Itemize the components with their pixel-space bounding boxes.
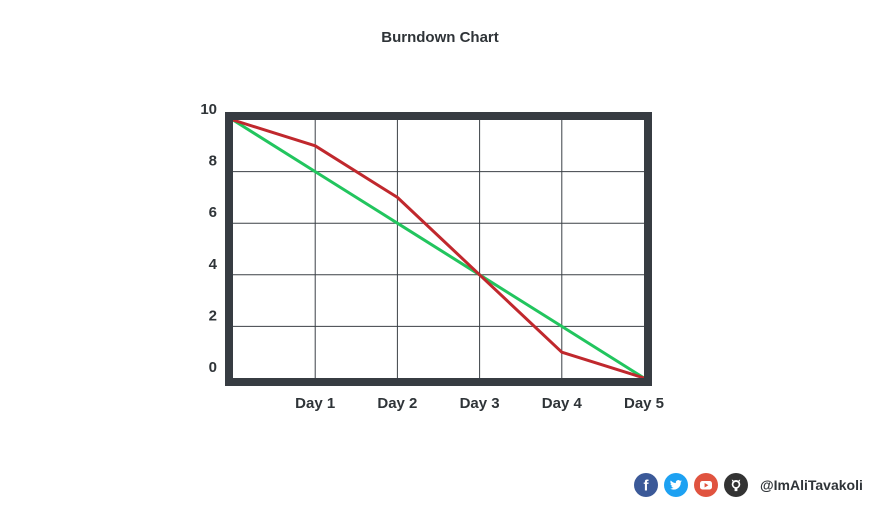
svg-text:f: f xyxy=(644,478,650,495)
y-tick-label: 8 xyxy=(209,153,217,170)
y-tick-label: 0 xyxy=(209,359,217,376)
github-icon[interactable] xyxy=(724,473,748,497)
x-tick-label: Day 2 xyxy=(377,395,417,412)
plot-frame xyxy=(225,112,652,386)
x-tick-label: Day 3 xyxy=(460,395,500,412)
twitter-icon[interactable] xyxy=(664,473,688,497)
y-tick-label: 10 xyxy=(200,101,217,118)
youtube-icon[interactable] xyxy=(694,473,718,497)
y-tick-label: 4 xyxy=(209,256,218,273)
facebook-icon[interactable]: f xyxy=(634,473,658,497)
x-axis-ticks: Day 1 Day 2 Day 3 Day 4 Day 5 xyxy=(295,395,664,412)
x-tick-label: Day 4 xyxy=(542,395,583,412)
chart-title: Burndown Chart xyxy=(381,29,499,46)
social-footer: f @ImAliTavakoli xyxy=(634,472,863,498)
x-tick-label: Day 5 xyxy=(624,395,664,412)
series-line-2 xyxy=(231,118,646,380)
y-tick-label: 6 xyxy=(209,204,217,221)
series-line-1 xyxy=(231,118,646,380)
series-lines xyxy=(231,118,646,380)
grid-lines xyxy=(233,120,644,378)
author-handle: @ImAliTavakoli xyxy=(760,477,863,493)
x-tick-label: Day 1 xyxy=(295,395,335,412)
y-axis-ticks: 0 2 4 6 8 10 xyxy=(200,101,217,376)
y-tick-label: 2 xyxy=(209,307,217,324)
